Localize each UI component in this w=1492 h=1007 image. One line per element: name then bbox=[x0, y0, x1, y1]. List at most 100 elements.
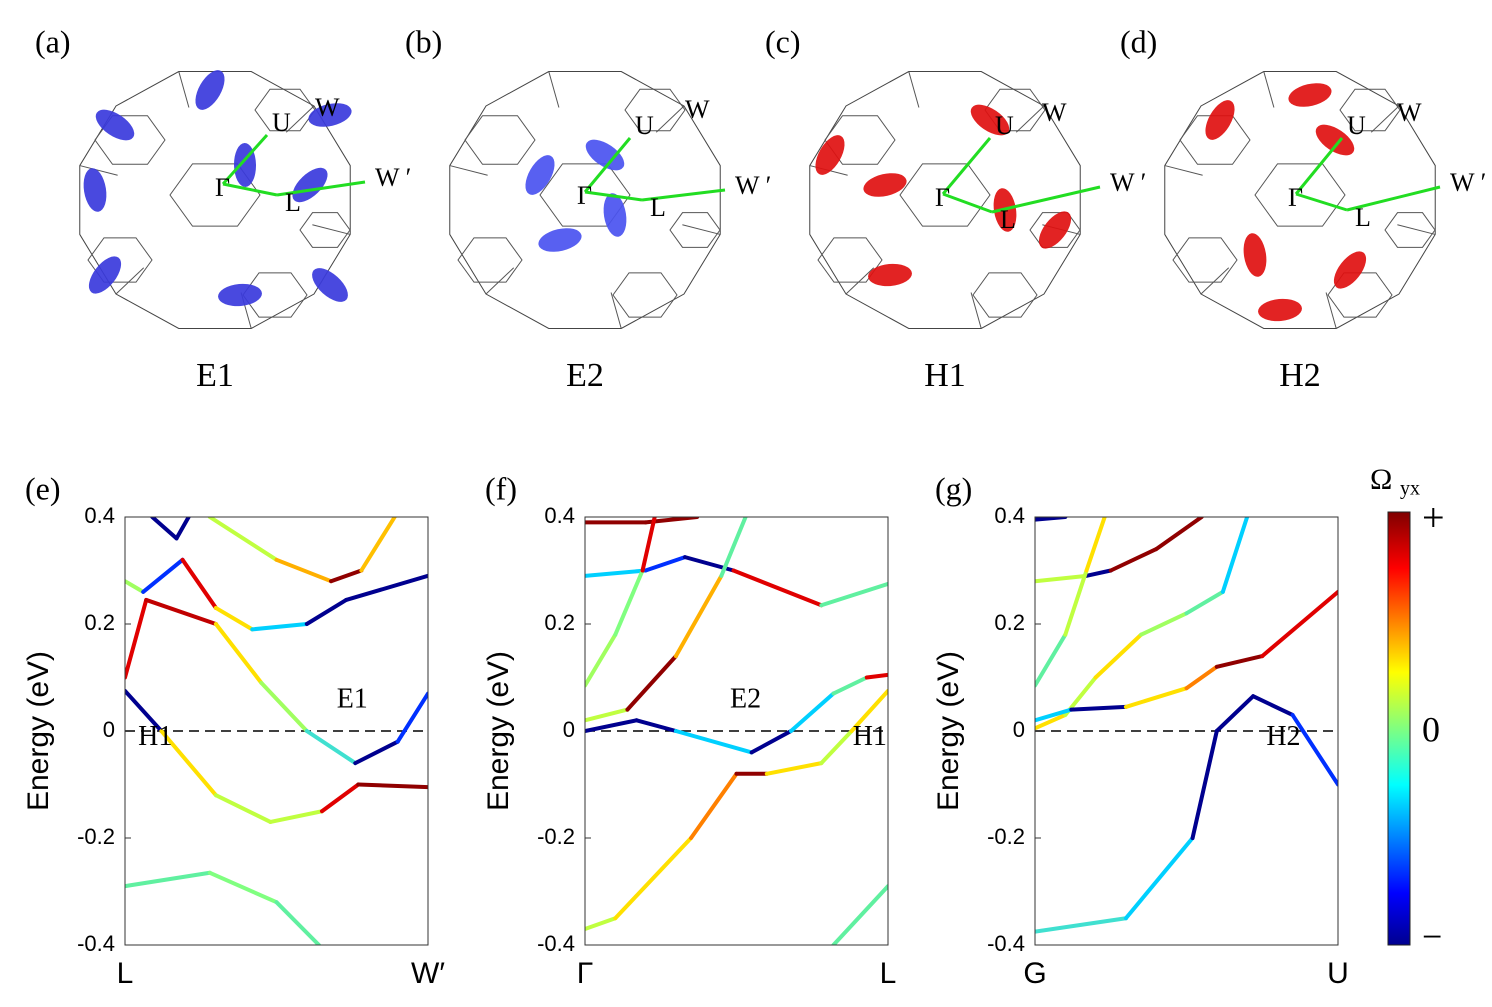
k-point-label: Γ bbox=[935, 183, 950, 212]
annotation: H1 bbox=[138, 721, 172, 752]
k-path bbox=[584, 190, 643, 202]
band-segment bbox=[359, 517, 397, 573]
band-segment bbox=[585, 916, 618, 931]
plot-frame bbox=[584, 516, 889, 946]
annotation: E2 bbox=[730, 683, 761, 714]
bz-face bbox=[624, 88, 686, 132]
fermi-pocket bbox=[218, 283, 262, 307]
band-segment bbox=[213, 622, 264, 685]
band-segment bbox=[764, 761, 824, 776]
bz-face bbox=[817, 237, 883, 283]
bz-face bbox=[464, 115, 536, 165]
bz-edge bbox=[312, 224, 351, 235]
bz-face bbox=[254, 88, 316, 132]
band-segment bbox=[1063, 568, 1089, 637]
fermi-pocket bbox=[195, 70, 225, 110]
bz-edge bbox=[178, 71, 190, 108]
band-segment bbox=[1093, 632, 1144, 680]
k-path bbox=[1346, 185, 1441, 212]
y-tick-label: 0.4 bbox=[544, 503, 575, 528]
colorbar-title: Ω bbox=[1370, 463, 1392, 496]
band-segment bbox=[274, 557, 334, 584]
k-point-label: Γ bbox=[577, 181, 592, 210]
y-tick-label: -0.4 bbox=[77, 931, 115, 956]
k-path bbox=[991, 185, 1101, 214]
k-point-label: L bbox=[650, 193, 666, 222]
bz-face bbox=[972, 272, 1038, 318]
fermi-pocket bbox=[538, 228, 582, 252]
bz-edge bbox=[655, 105, 685, 133]
band-segment bbox=[634, 718, 678, 733]
band-segment bbox=[864, 672, 888, 680]
k-path bbox=[222, 182, 278, 197]
panel-label: (a) bbox=[35, 23, 71, 59]
colorbar-top: + bbox=[1422, 495, 1445, 540]
plot-frame bbox=[1034, 516, 1339, 946]
y-axis-label: Energy (eV) bbox=[22, 651, 55, 811]
bz-face bbox=[612, 272, 678, 318]
k-point-label: W ′ bbox=[1110, 168, 1146, 197]
panel-label: (g) bbox=[935, 470, 972, 506]
k-path bbox=[221, 133, 269, 186]
bz-edge bbox=[449, 165, 488, 176]
band-segment bbox=[304, 729, 358, 766]
k-point-label: U bbox=[995, 111, 1014, 140]
bz-face bbox=[299, 212, 351, 248]
band-segment bbox=[1084, 568, 1113, 578]
plot-frame bbox=[124, 516, 429, 946]
bz-edge bbox=[1200, 267, 1230, 295]
k-path bbox=[641, 188, 726, 202]
band-segment bbox=[213, 793, 273, 824]
band-segment bbox=[1214, 694, 1256, 733]
panel-label: (b) bbox=[405, 23, 442, 59]
band-segment bbox=[268, 809, 324, 824]
band-segment bbox=[207, 870, 279, 905]
y-tick-label: 0 bbox=[563, 717, 575, 742]
band-segment bbox=[1069, 704, 1128, 712]
band-segment bbox=[689, 771, 739, 840]
band-segment bbox=[125, 870, 212, 889]
y-axis-label: Energy (eV) bbox=[482, 651, 515, 811]
y-tick-label: 0.2 bbox=[544, 610, 575, 635]
bz-edge bbox=[908, 71, 920, 108]
band-segment bbox=[150, 517, 179, 541]
band-segment bbox=[1035, 916, 1128, 934]
band-segment bbox=[1290, 712, 1338, 787]
y-axis-label: Energy (eV) bbox=[932, 651, 965, 811]
panel-label: (d) bbox=[1120, 23, 1157, 59]
y-tick-label: 0 bbox=[103, 717, 115, 742]
bz-face bbox=[669, 212, 721, 248]
band-segment bbox=[1214, 654, 1265, 669]
x-tick-label: W′ bbox=[411, 957, 445, 990]
fermi-pocket bbox=[1243, 233, 1267, 277]
k-point-label: U bbox=[635, 111, 654, 140]
band-segment bbox=[1184, 589, 1225, 616]
fermi-pocket bbox=[95, 109, 135, 141]
band-segment bbox=[1123, 686, 1189, 709]
band-segment bbox=[831, 675, 869, 696]
bz-edge bbox=[682, 224, 721, 235]
bz-edge bbox=[79, 165, 118, 176]
y-tick-label: -0.2 bbox=[77, 824, 115, 849]
band-segment bbox=[673, 729, 754, 755]
band-segment bbox=[344, 573, 428, 602]
bz-edge bbox=[1370, 105, 1400, 133]
y-tick-label: 0.2 bbox=[84, 610, 115, 635]
colorbar bbox=[1387, 511, 1411, 946]
k-point-label: Γ bbox=[215, 173, 230, 202]
bz-face bbox=[1327, 272, 1393, 318]
k-path bbox=[941, 137, 992, 195]
panel-caption: H1 bbox=[924, 357, 966, 394]
fermi-pocket bbox=[292, 167, 328, 203]
bz-face bbox=[94, 115, 166, 165]
band-segment bbox=[329, 568, 364, 584]
fermi-pocket bbox=[308, 103, 352, 127]
band-segment bbox=[174, 517, 191, 541]
band-segment bbox=[1190, 729, 1219, 840]
bz-edge bbox=[1263, 71, 1275, 108]
band-segment bbox=[1184, 664, 1219, 691]
band-segment bbox=[819, 581, 888, 608]
bz-edge bbox=[115, 267, 145, 295]
annotation: H2 bbox=[1266, 721, 1300, 752]
band-segment bbox=[1251, 694, 1295, 717]
